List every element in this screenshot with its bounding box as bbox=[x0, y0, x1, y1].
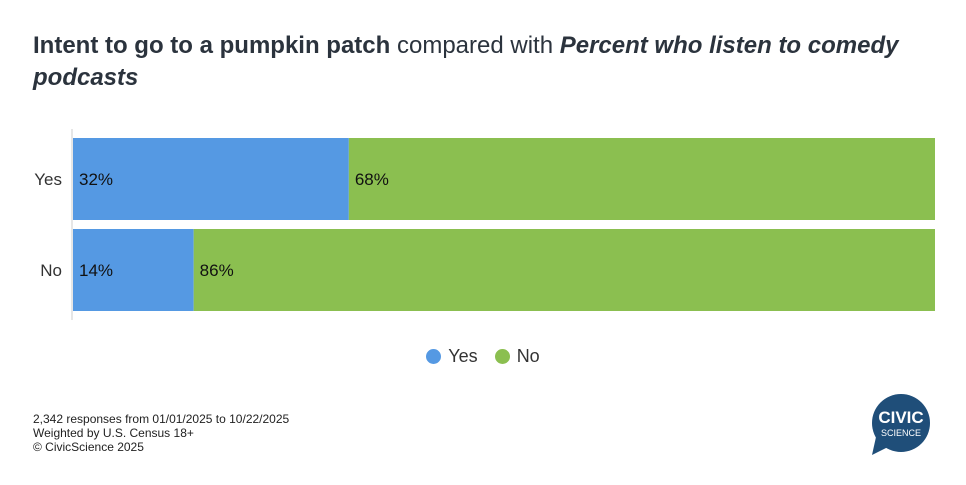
title-bold: Intent to go to a pumpkin patch bbox=[33, 32, 391, 59]
bar-yes-no bbox=[348, 138, 936, 220]
legend-dot-icon bbox=[494, 349, 510, 364]
data-label: 32% bbox=[79, 170, 113, 189]
civicscience-logo: CIVIC SCIENCE bbox=[872, 394, 930, 455]
title-mid: compared with bbox=[390, 32, 560, 59]
chart-title: Intent to go to a pumpkin patch compared… bbox=[33, 30, 933, 94]
data-label: 86% bbox=[200, 261, 234, 280]
bar-chart: 32% 68% Yes 14% 86% No bbox=[34, 129, 936, 320]
svg-text:CIVIC: CIVIC bbox=[878, 408, 923, 427]
category-label: No bbox=[40, 261, 62, 280]
footer-copyright: © CivicScience 2025 bbox=[33, 440, 144, 454]
bar-no-no bbox=[193, 229, 935, 311]
legend-label: No bbox=[516, 346, 540, 366]
title-italic: Percent who listen to comedy podcasts bbox=[33, 32, 899, 91]
footer-weighting: Weighted by U.S. Census 18+ bbox=[33, 426, 194, 440]
legend-dot-icon bbox=[426, 349, 442, 364]
legend-item-yes[interactable]: Yes bbox=[426, 346, 478, 367]
legend-label: Yes bbox=[448, 346, 478, 366]
bar-yes-yes bbox=[73, 138, 349, 220]
legend: Yes No bbox=[0, 346, 966, 369]
legend-item-no[interactable]: No bbox=[494, 346, 540, 367]
footer-notes: 2,342 responses from 01/01/2025 to 10/22… bbox=[33, 412, 289, 454]
footer-responses: 2,342 responses from 01/01/2025 to 10/22… bbox=[33, 412, 290, 426]
category-label: Yes bbox=[34, 170, 62, 189]
data-label: 68% bbox=[355, 170, 389, 189]
bar-no-yes bbox=[73, 229, 194, 311]
svg-text:SCIENCE: SCIENCE bbox=[881, 428, 921, 438]
data-label: 14% bbox=[79, 261, 113, 280]
